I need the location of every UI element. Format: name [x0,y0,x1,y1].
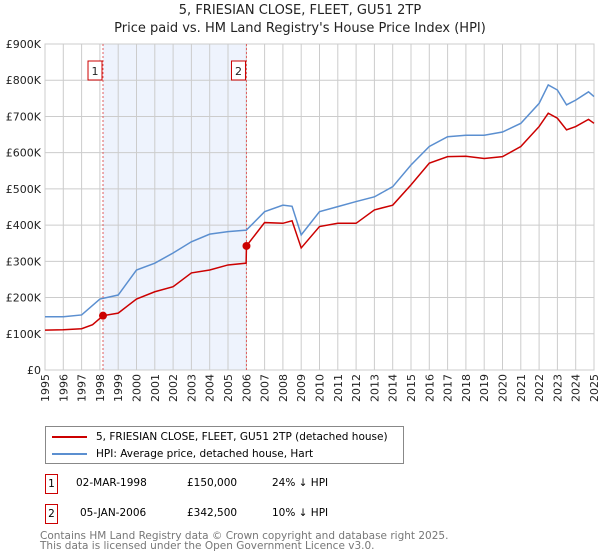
x-tick-label: 2010 [314,374,327,402]
sale-badge: 2 [45,504,58,524]
y-tick-label: £800K [6,74,42,87]
sale-price: £150,000 [187,477,238,489]
sale-point [242,241,251,250]
series-line [45,83,595,318]
x-tick-label: 2011 [332,374,345,402]
plot-border [44,43,595,371]
x-tick-label: 2022 [533,374,546,402]
sale-row: 1 02-MAR-1998 £150,000 24% ↓ HPI [45,474,545,494]
sale-hpi-diff: 24% ↓ HPI [272,477,329,489]
x-tick-label: 2002 [167,374,180,402]
series-line [44,112,595,331]
x-tick-label: 2020 [497,374,510,402]
sale-date: 02-MAR-1998 [76,477,147,489]
y-tick-label: £700K [6,110,42,123]
sale-annotation-label: 1 [92,65,99,78]
x-tick-label: 2017 [442,374,455,402]
x-tick-label: 2015 [405,374,418,402]
x-tick-label: 2004 [204,374,217,402]
y-tick-label: £200K [6,292,42,305]
y-tick-label: £600K [6,147,42,160]
price-chart: 1995 1996 1997 1998 1999 2000 2001 2002 2003 2004… [6,38,600,402]
x-tick-label: 1998 [94,374,107,402]
x-tick-label: 1997 [76,374,89,402]
x-tick-label: 2012 [350,374,363,402]
y-tick-label: £300K [6,255,42,268]
x-tick-label: 2008 [277,374,290,402]
footer-line: This data is licensed under the Open Gov… [40,540,375,552]
x-tick-label: 2006 [240,374,253,402]
sale-row: 2 05-JAN-2006 £342,500 10% ↓ HPI [45,504,545,524]
x-tick-label: 2013 [368,374,381,402]
x-tick-label: 2021 [515,374,528,402]
x-tick-label: 2025 [588,374,600,402]
y-tick-label: £100K [6,328,42,341]
x-tick-label: 2024 [570,374,583,402]
footer: Contains HM Land Registry data © Crown c… [40,530,449,552]
x-tick-label: 2003 [185,374,198,402]
x-tick-label: 2001 [149,374,162,402]
x-tick-label: 2005 [222,374,235,402]
legend-item-property: 5, FRIESIAN CLOSE, FLEET, GU51 2TP (deta… [52,430,388,444]
x-tick-label: 2009 [295,374,308,402]
sale-annotation-label: 2 [235,65,242,78]
legend: 5, FRIESIAN CLOSE, FLEET, GU51 2TP (deta… [45,426,404,464]
x-tick-label: 2014 [387,374,400,402]
sale-annotation-box [87,60,103,81]
x-tick-label: 1999 [112,374,125,402]
x-tick-label: 2018 [460,374,473,402]
sale-date: 05-JAN-2006 [80,507,147,519]
x-tick-label: 1996 [57,374,70,402]
chart-title: 5, FRIESIAN CLOSE, FLEET, GU51 2TP [178,3,422,18]
legend-item-hpi: HPI: Average price, detached house, Hart [52,447,313,461]
legend-swatch [52,453,87,455]
y-tick-label: £500K [6,183,42,196]
x-tick-label: 2019 [478,374,491,402]
footer-line: Contains HM Land Registry data © Crown c… [40,530,449,542]
sale-period-shading [103,44,247,370]
legend-swatch [52,436,87,438]
x-tick-label: 2007 [259,374,272,402]
x-tick-label: 2016 [423,374,436,402]
chart-subtitle: Price paid vs. HM Land Registry's House … [114,21,486,36]
y-tick-label: £400K [6,219,42,232]
legend-label: HPI: Average price, detached house, Hart [96,448,314,460]
legend-label: 5, FRIESIAN CLOSE, FLEET, GU51 2TP (deta… [96,431,388,443]
x-tick-label: 2023 [551,374,564,402]
sale-price: £342,500 [187,507,238,519]
x-tick-label: 2000 [131,374,144,402]
y-tick-label: £0 [27,364,41,377]
y-tick-label: £900K [6,38,42,51]
sale-point [99,311,108,320]
sale-hpi-diff: 10% ↓ HPI [272,507,329,519]
sale-badge: 1 [45,474,58,494]
sale-annotation-box [230,60,246,81]
x-tick-label: 1995 [39,374,52,402]
